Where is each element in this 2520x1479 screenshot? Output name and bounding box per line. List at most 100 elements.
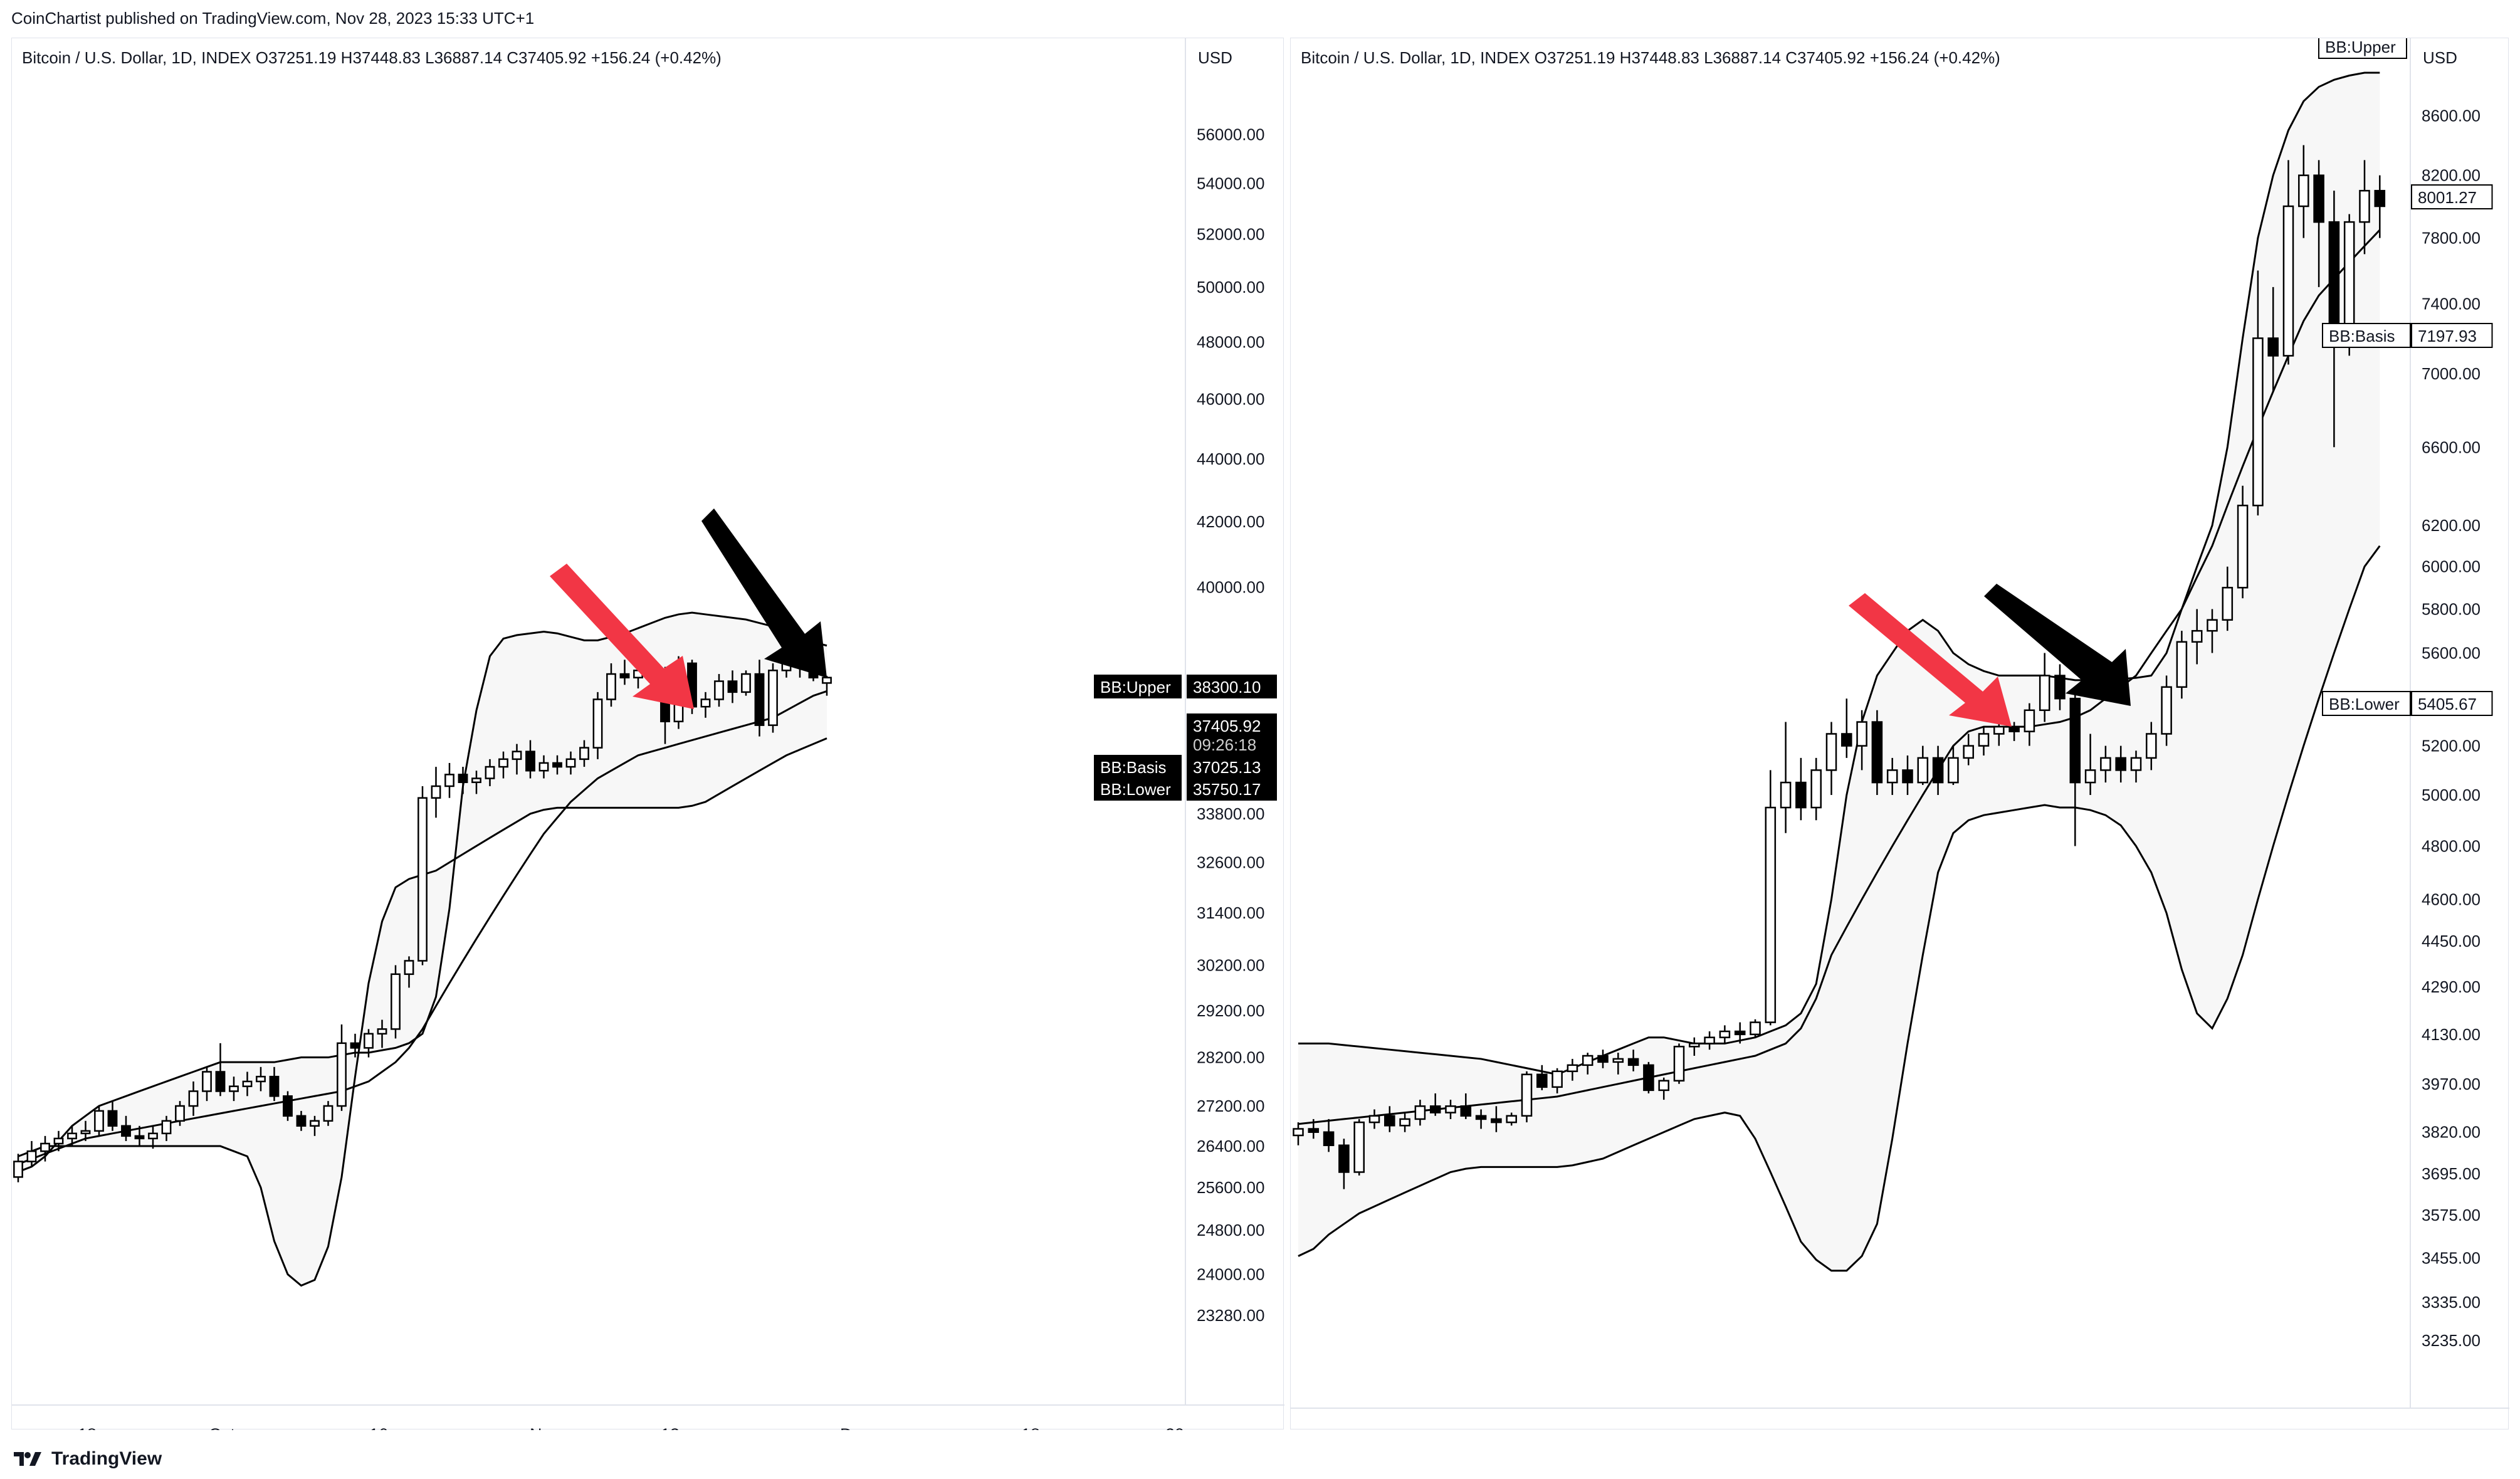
candle [1658, 1077, 1669, 1100]
candle-body [283, 1095, 293, 1117]
candle-body [471, 777, 481, 783]
y-tick-label: 8600.00 [2422, 107, 2481, 125]
candle [1293, 1122, 1304, 1145]
candle-body [1856, 721, 1867, 747]
candle-body [1293, 1128, 1304, 1137]
candle [229, 1076, 239, 1102]
candle [2207, 609, 2218, 653]
candle [1825, 722, 1837, 795]
candle [1643, 1061, 1654, 1093]
candle [1551, 1068, 1563, 1093]
y-tick-label: 7800.00 [2422, 229, 2481, 248]
chart-right-svg[interactable]: Bitcoin / U.S. Dollar, 1D, INDEX O37251.… [1291, 38, 2509, 1430]
candle-body [1765, 806, 1777, 1023]
x-tick-label: 13 [2259, 1428, 2278, 1430]
y-tick-label: 5600.00 [2422, 644, 2481, 663]
chart-legend: Bitcoin / U.S. Dollar, 1D, INDEX O37251.… [1301, 48, 2000, 67]
candle-body [1475, 1115, 1487, 1120]
candle-body [525, 750, 535, 772]
candle-body [2374, 189, 2386, 208]
x-tick-label: Dec [840, 1425, 870, 1430]
x-tick-label: 13 [661, 1425, 680, 1430]
candle [323, 1101, 333, 1126]
candle [2146, 722, 2157, 771]
y-tick-label: 6000.00 [2422, 557, 2481, 576]
candle-body [444, 774, 454, 787]
y-tick-label: 5200.00 [2422, 737, 2481, 755]
candle [1963, 734, 1974, 766]
price-label-tag: BB:Basis [2329, 327, 2395, 345]
candle [26, 1140, 37, 1167]
candle [619, 660, 630, 685]
price-label-value: 7197.93 [2418, 327, 2477, 345]
y-tick-label: 27200.00 [1197, 1097, 1264, 1115]
candle-body [2024, 709, 2035, 732]
candle-body [1750, 1021, 1761, 1036]
x-tick-label: 18 [78, 1425, 97, 1430]
candle [1689, 1037, 1700, 1056]
candle [121, 1115, 131, 1141]
candle [1567, 1058, 1578, 1081]
candle-body [256, 1075, 266, 1083]
candle [2359, 160, 2370, 255]
footer-brand: TradingView [51, 1448, 162, 1469]
y-tick-label: 3335.00 [2422, 1293, 2481, 1312]
chart-left-svg[interactable]: Bitcoin / U.S. Dollar, 1D, INDEX O37251.… [12, 38, 1284, 1430]
candle [2191, 609, 2203, 665]
currency-label: USD [1198, 48, 1232, 67]
bollinger-band-fill [1298, 73, 2380, 1271]
candle-body [458, 774, 468, 783]
candle [579, 740, 589, 767]
candle [822, 675, 832, 696]
candle [2298, 145, 2309, 238]
candle [485, 759, 495, 786]
candle [2024, 703, 2035, 746]
candle-body [1308, 1128, 1320, 1133]
candle-body [1536, 1073, 1548, 1088]
candle [80, 1120, 91, 1141]
candle-body [1429, 1105, 1441, 1113]
candle-body [1491, 1118, 1502, 1124]
y-tick-label: 40000.00 [1197, 578, 1264, 597]
candle [1871, 710, 1883, 795]
candle-body [1932, 757, 1944, 784]
candle [161, 1115, 172, 1141]
candle-body [1658, 1080, 1669, 1092]
price-label-value: 35750.17 [1193, 780, 1261, 799]
y-tick-label: 7000.00 [2422, 364, 2481, 383]
candle [1323, 1118, 1335, 1152]
candle-body [377, 1028, 387, 1035]
candle [2252, 270, 2264, 516]
candle-body [2298, 174, 2309, 208]
candle [1765, 770, 1777, 1026]
price-label-tag: BB:Lower [1100, 780, 1171, 799]
candle [1429, 1093, 1441, 1116]
y-tick-label: 8200.00 [2422, 166, 2481, 185]
footer: TradingView [13, 1448, 162, 1470]
candle [2054, 664, 2066, 710]
candle [1597, 1050, 1609, 1068]
candle-body [1643, 1064, 1654, 1092]
red-arrow [1849, 593, 2012, 727]
candle [606, 663, 616, 707]
x-tick-label: 20 [1538, 1428, 1557, 1430]
candle [2161, 675, 2172, 746]
candle-body [188, 1090, 199, 1107]
x-tick-label: 22 [2375, 1428, 2394, 1430]
candle [1475, 1109, 1487, 1129]
candle [1460, 1093, 1472, 1119]
candle-body [2313, 174, 2324, 223]
price-label-box [1187, 777, 1277, 801]
candle-body [26, 1150, 37, 1162]
chart-panel-right[interactable]: Bitcoin / U.S. Dollar, 1D, INDEX O37251.… [1290, 38, 2509, 1430]
chart-panel-left[interactable]: Bitcoin / U.S. Dollar, 1D, INDEX O37251.… [11, 38, 1284, 1430]
candle [1414, 1100, 1426, 1126]
candle-body [337, 1042, 347, 1107]
y-tick-label: 4290.00 [2422, 977, 2481, 996]
candle-body [229, 1085, 239, 1092]
candle [2313, 160, 2324, 287]
candle [2282, 160, 2294, 365]
candle [1978, 727, 1990, 756]
candle-body [1825, 733, 1837, 771]
candle [1704, 1031, 1715, 1050]
